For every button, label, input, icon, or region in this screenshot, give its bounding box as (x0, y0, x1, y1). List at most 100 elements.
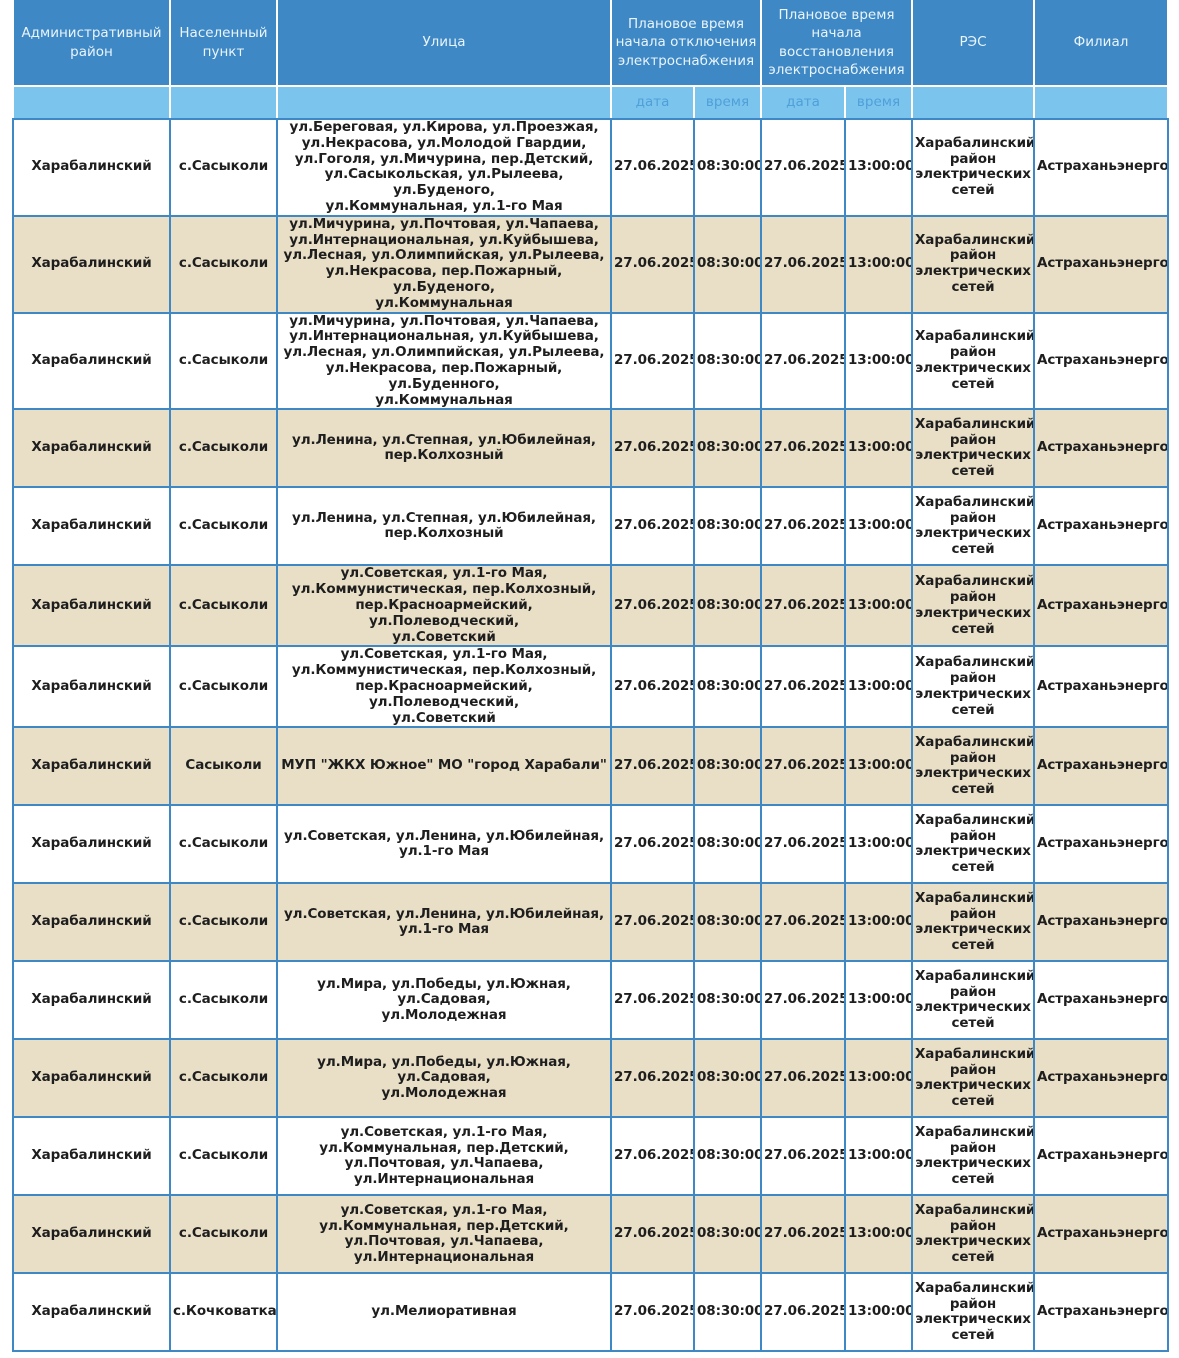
column-header-on-time: Плановое время начала восстановления эле… (760, 0, 913, 87)
cell-res: Харабалинский район электрических сетей (911, 882, 1035, 963)
cell-street: ул.Мира, ул.Победы, ул.Южная, ул.Садовая… (276, 960, 612, 1041)
table-row: Харабалинский с.Сасыколи ул.Советская, ул.… (12, 564, 1169, 648)
cell-off-time: 08:30:00 (693, 1116, 762, 1197)
cell-on-date: 27.06.2025 (760, 564, 846, 648)
cell-on-time: 13:00:00 (844, 118, 913, 217)
cell-off-date: 27.06.2025 (610, 726, 695, 807)
cell-res: Харабалинский район электрических сетей (911, 1194, 1035, 1275)
cell-district: Харабалинский (12, 726, 171, 807)
cell-off-date: 27.06.2025 (610, 214, 695, 314)
cell-off-time: 08:30:00 (693, 726, 762, 807)
column-header-district: Административный район (12, 0, 171, 87)
cell-on-time: 13:00:00 (844, 1194, 913, 1275)
cell-off-time: 08:30:00 (693, 1194, 762, 1275)
cell-locality: с.Сасыколи (169, 1116, 278, 1197)
cell-locality: с.Сасыколи (169, 564, 278, 648)
cell-district: Харабалинский (12, 311, 171, 411)
cell-off-time: 08:30:00 (693, 1272, 762, 1353)
table-row: Харабалинский с.Сасыколи ул.Мичурина, ул.П… (12, 214, 1169, 314)
column-header-off-time: Плановое время начала отключения электро… (610, 0, 762, 87)
cell-on-time: 13:00:00 (844, 1116, 913, 1197)
cell-branch: Астраханьэнерго (1033, 960, 1169, 1041)
table-row: Харабалинский с.Сасыколи ул.Советская, ул.… (12, 1194, 1169, 1275)
table-row: Харабалинский с.Сасыколи ул.Ленина, ул.Сте… (12, 486, 1169, 567)
cell-on-time: 13:00:00 (844, 1038, 913, 1119)
cell-branch: Астраханьэнерго (1033, 118, 1169, 217)
cell-res: Харабалинский район электрических сетей (911, 408, 1035, 489)
cell-off-date: 27.06.2025 (610, 118, 695, 217)
cell-off-time: 08:30:00 (693, 486, 762, 567)
cell-on-date: 27.06.2025 (760, 1194, 846, 1275)
cell-on-date: 27.06.2025 (760, 645, 846, 729)
cell-locality: с.Сасыколи (169, 214, 278, 314)
cell-on-time: 13:00:00 (844, 408, 913, 489)
cell-res: Харабалинский район электрических сетей (911, 564, 1035, 648)
cell-district: Харабалинский (12, 804, 171, 885)
cell-locality: с.Сасыколи (169, 960, 278, 1041)
cell-on-time: 13:00:00 (844, 564, 913, 648)
cell-branch: Астраханьэнерго (1033, 311, 1169, 411)
cell-district: Харабалинский (12, 1194, 171, 1275)
subheader-empty (911, 86, 1035, 120)
subheader-empty (276, 86, 612, 120)
cell-branch: Астраханьэнерго (1033, 564, 1169, 648)
cell-street: МУП "ЖКХ Южное" МО "город Харабали" (276, 726, 612, 807)
cell-off-date: 27.06.2025 (610, 1116, 695, 1197)
cell-off-date: 27.06.2025 (610, 645, 695, 729)
table-row: Харабалинский с.Сасыколи ул.Советская, ул.… (12, 645, 1169, 729)
cell-locality: с.Сасыколи (169, 408, 278, 489)
cell-district: Харабалинский (12, 408, 171, 489)
cell-on-time: 13:00:00 (844, 311, 913, 411)
cell-on-date: 27.06.2025 (760, 1272, 846, 1353)
cell-on-date: 27.06.2025 (760, 804, 846, 885)
cell-branch: Астраханьэнерго (1033, 486, 1169, 567)
cell-off-time: 08:30:00 (693, 882, 762, 963)
subheader-empty (169, 86, 278, 120)
table-row: Харабалинский с.Сасыколи ул.Береговая, ул.… (12, 118, 1169, 217)
cell-res: Харабалинский район электрических сетей (911, 804, 1035, 885)
subheader-empty (1033, 86, 1169, 120)
column-header-street: Улица (276, 0, 612, 87)
cell-locality: с.Сасыколи (169, 1038, 278, 1119)
cell-on-date: 27.06.2025 (760, 726, 846, 807)
subheader-empty (12, 86, 171, 120)
cell-off-time: 08:30:00 (693, 960, 762, 1041)
table-body: Харабалинский с.Сасыколи ул.Береговая, ул.… (12, 118, 1169, 1353)
cell-street: ул.Советская, ул.Ленина, ул.Юбилейная, у… (276, 804, 612, 885)
cell-locality: с.Сасыколи (169, 486, 278, 567)
cell-res: Харабалинский район электрических сетей (911, 960, 1035, 1041)
cell-on-time: 13:00:00 (844, 645, 913, 729)
subheader-on-date: дата (760, 86, 846, 120)
cell-on-time: 13:00:00 (844, 726, 913, 807)
cell-street: ул.Советская, ул.1-го Мая, ул.Коммунисти… (276, 564, 612, 648)
cell-off-time: 08:30:00 (693, 408, 762, 489)
cell-off-time: 08:30:00 (693, 1038, 762, 1119)
cell-branch: Астраханьэнерго (1033, 1116, 1169, 1197)
cell-branch: Астраханьэнерго (1033, 726, 1169, 807)
cell-street: ул.Ленина, ул.Степная, ул.Юбилейная, пер… (276, 408, 612, 489)
cell-locality: с.Сасыколи (169, 311, 278, 411)
cell-branch: Астраханьэнерго (1033, 804, 1169, 885)
cell-off-time: 08:30:00 (693, 564, 762, 648)
cell-off-date: 27.06.2025 (610, 1038, 695, 1119)
cell-off-date: 27.06.2025 (610, 311, 695, 411)
cell-res: Харабалинский район электрических сетей (911, 726, 1035, 807)
cell-locality: с.Кочковатка (169, 1272, 278, 1353)
cell-district: Харабалинский (12, 1272, 171, 1353)
cell-locality: с.Сасыколи (169, 1194, 278, 1275)
cell-off-time: 08:30:00 (693, 118, 762, 217)
cell-district: Харабалинский (12, 882, 171, 963)
cell-off-date: 27.06.2025 (610, 882, 695, 963)
cell-branch: Астраханьэнерго (1033, 408, 1169, 489)
cell-off-time: 08:30:00 (693, 214, 762, 314)
column-header-branch: Филиал (1033, 0, 1169, 87)
cell-res: Харабалинский район электрических сетей (911, 214, 1035, 314)
cell-on-date: 27.06.2025 (760, 408, 846, 489)
cell-district: Харабалинский (12, 486, 171, 567)
cell-district: Харабалинский (12, 118, 171, 217)
cell-district: Харабалинский (12, 1038, 171, 1119)
table-row: Харабалинский с.Сасыколи ул.Мира, ул.Побед… (12, 1038, 1169, 1119)
subheader-off-time: время (693, 86, 762, 120)
table-row: Харабалинский с.Сасыколи ул.Мичурина, ул.П… (12, 311, 1169, 411)
column-header-res: РЭС (911, 0, 1035, 87)
